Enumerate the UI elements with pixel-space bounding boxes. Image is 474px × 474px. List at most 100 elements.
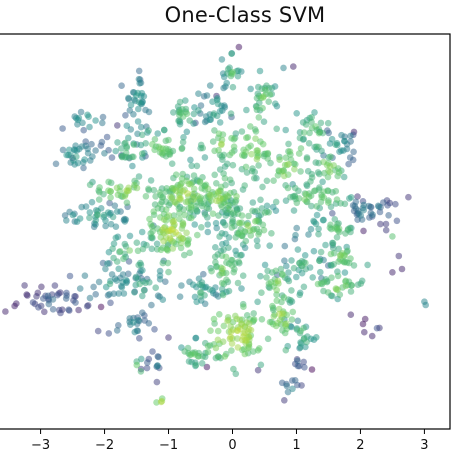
scatter-point [288, 316, 296, 323]
scatter-point [163, 246, 171, 253]
scatter-point [187, 214, 195, 222]
scatter-point [126, 232, 134, 240]
scatter-point [216, 119, 224, 126]
scatter-point [285, 140, 292, 148]
scatter-point [368, 332, 376, 340]
scatter-point [224, 317, 231, 325]
scatter-point [150, 186, 158, 194]
scatter-point [135, 67, 143, 75]
scatter-point [248, 167, 256, 175]
scatter-point [243, 106, 250, 114]
scatter-point [224, 160, 231, 168]
scatter-point [377, 220, 384, 228]
scatter-point [253, 237, 261, 244]
scatter-point [255, 345, 263, 352]
scatter-point [150, 208, 157, 215]
x-tick-label: 2 [356, 438, 364, 453]
scatter-point [144, 359, 151, 366]
scatter-point [218, 279, 226, 287]
scatter-point [123, 199, 131, 206]
scatter-point [251, 174, 258, 182]
scatter-point [330, 244, 337, 252]
scatter-point [280, 172, 288, 180]
scatter-point [369, 211, 376, 218]
scatter-point [301, 364, 308, 371]
scatter-point [265, 98, 273, 105]
scatter-point [257, 196, 264, 204]
scatter-point [148, 245, 156, 253]
scatter-point [123, 144, 130, 152]
scatter-point [86, 214, 93, 222]
scatter-point [81, 156, 88, 163]
scatter-point [314, 280, 322, 288]
scatter-point [229, 83, 237, 91]
scatter-point [136, 335, 143, 342]
scatter-point [238, 285, 245, 292]
scatter-point [213, 224, 220, 232]
scatter-point [168, 160, 176, 167]
scatter-point [84, 111, 91, 119]
scatter-point [215, 130, 223, 137]
scatter-point [335, 169, 343, 176]
scatter-point [106, 199, 113, 207]
scatter-point [220, 246, 227, 254]
scatter-point [259, 183, 266, 191]
scatter-point [182, 97, 189, 104]
scatter-point [12, 300, 20, 307]
scatter-point [338, 131, 345, 139]
scatter-point [130, 141, 138, 148]
scatter-point [276, 310, 283, 318]
scatter-point [123, 122, 131, 129]
scatter-point [183, 110, 191, 117]
scatter-point [41, 308, 48, 316]
scatter-point [179, 220, 187, 228]
scatter-point [291, 184, 299, 192]
scatter-point [332, 141, 339, 148]
scatter-point [185, 358, 193, 365]
scatter-point [221, 175, 229, 182]
scatter-point [138, 150, 146, 157]
scatter-point [168, 226, 175, 233]
scatter-point [148, 233, 156, 241]
scatter-point [65, 146, 73, 154]
scatter-point [245, 212, 252, 220]
scatter-point [218, 56, 226, 63]
scatter-point [179, 138, 187, 146]
scatter-point [342, 282, 350, 290]
x-tick-label: 0 [228, 438, 236, 453]
scatter-point [296, 291, 304, 299]
scatter-point [303, 338, 310, 346]
scatter-point [151, 136, 159, 143]
scatter-point [126, 247, 133, 254]
scatter-point [258, 289, 265, 297]
scatter-point [24, 292, 31, 299]
scatter-point [194, 231, 201, 239]
scatter-point [227, 323, 234, 330]
scatter-point [385, 212, 392, 219]
scatter-point [187, 351, 195, 358]
scatter-point [259, 104, 266, 112]
scatter-point [234, 335, 241, 342]
scatter-point [156, 189, 164, 196]
scatter-point [221, 353, 229, 360]
scatter-point [254, 242, 261, 250]
scatter-point [120, 290, 128, 297]
scatter-point [331, 216, 339, 223]
scatter-point [204, 221, 211, 228]
scatter-point [313, 334, 320, 341]
scatter-point [302, 121, 310, 128]
scatter-point [272, 100, 279, 107]
scatter-point [176, 108, 184, 116]
scatter-point [289, 385, 296, 393]
scatter-point [257, 361, 265, 369]
scatter-point [92, 117, 99, 124]
scatter-point [115, 290, 122, 297]
scatter-point [235, 258, 242, 266]
scatter-point [154, 362, 161, 370]
scatter-point [152, 193, 159, 200]
scatter-point [340, 173, 348, 181]
scatter-point [225, 234, 233, 241]
scatter-point [335, 245, 343, 253]
scatter-point [49, 296, 57, 303]
